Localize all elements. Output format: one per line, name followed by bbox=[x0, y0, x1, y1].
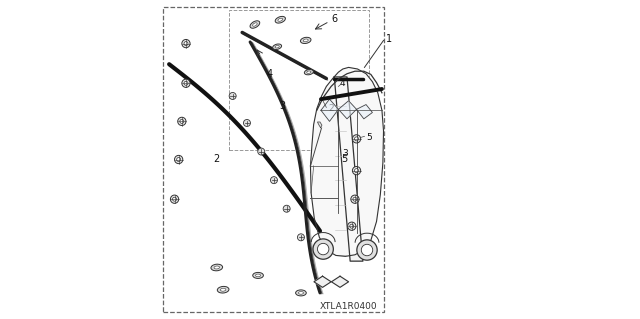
Text: 5: 5 bbox=[340, 154, 347, 165]
Ellipse shape bbox=[275, 16, 285, 23]
Text: 3: 3 bbox=[279, 100, 285, 110]
Circle shape bbox=[177, 158, 180, 161]
Polygon shape bbox=[334, 77, 363, 261]
Ellipse shape bbox=[250, 21, 260, 28]
Circle shape bbox=[175, 155, 183, 164]
Text: 2: 2 bbox=[328, 104, 333, 113]
Ellipse shape bbox=[305, 70, 314, 75]
Ellipse shape bbox=[298, 292, 303, 294]
Circle shape bbox=[178, 117, 186, 125]
Ellipse shape bbox=[307, 71, 311, 73]
Text: 4: 4 bbox=[266, 69, 272, 79]
Text: XTLA1R0400: XTLA1R0400 bbox=[320, 302, 378, 311]
Bar bbox=[230, 10, 369, 150]
Circle shape bbox=[243, 120, 250, 126]
Circle shape bbox=[298, 234, 305, 241]
Text: 1: 1 bbox=[386, 34, 392, 44]
Circle shape bbox=[313, 239, 333, 259]
Circle shape bbox=[180, 119, 184, 123]
Circle shape bbox=[351, 195, 359, 203]
Circle shape bbox=[283, 205, 290, 212]
Circle shape bbox=[258, 148, 265, 155]
Circle shape bbox=[182, 40, 190, 48]
Ellipse shape bbox=[303, 39, 308, 42]
Ellipse shape bbox=[300, 37, 311, 43]
Ellipse shape bbox=[218, 286, 229, 293]
Polygon shape bbox=[356, 105, 372, 119]
Ellipse shape bbox=[214, 266, 220, 269]
Text: 6: 6 bbox=[332, 14, 337, 24]
Circle shape bbox=[362, 244, 372, 256]
Polygon shape bbox=[317, 122, 322, 128]
Text: 4: 4 bbox=[340, 79, 346, 88]
Ellipse shape bbox=[273, 44, 282, 49]
Polygon shape bbox=[339, 101, 356, 119]
Circle shape bbox=[182, 79, 190, 87]
Ellipse shape bbox=[253, 23, 257, 26]
Ellipse shape bbox=[253, 272, 264, 278]
Circle shape bbox=[355, 137, 358, 141]
Ellipse shape bbox=[278, 18, 283, 21]
Circle shape bbox=[353, 135, 361, 143]
Circle shape bbox=[353, 167, 361, 175]
Circle shape bbox=[357, 240, 377, 260]
Ellipse shape bbox=[220, 288, 226, 291]
Polygon shape bbox=[321, 99, 339, 122]
Circle shape bbox=[317, 243, 329, 255]
Circle shape bbox=[348, 222, 356, 230]
Circle shape bbox=[173, 197, 177, 201]
Circle shape bbox=[170, 195, 179, 203]
Polygon shape bbox=[310, 67, 383, 256]
Circle shape bbox=[229, 93, 236, 100]
Polygon shape bbox=[314, 276, 331, 287]
Ellipse shape bbox=[275, 46, 279, 48]
Bar bbox=[163, 7, 383, 312]
Circle shape bbox=[271, 177, 278, 184]
Circle shape bbox=[184, 81, 188, 85]
Circle shape bbox=[353, 197, 357, 201]
Circle shape bbox=[184, 41, 188, 46]
Text: 2: 2 bbox=[214, 154, 220, 165]
Ellipse shape bbox=[255, 274, 260, 277]
Ellipse shape bbox=[211, 264, 223, 271]
Text: 3: 3 bbox=[342, 149, 348, 158]
Text: 5: 5 bbox=[366, 133, 372, 142]
Circle shape bbox=[355, 169, 358, 173]
Circle shape bbox=[350, 224, 354, 228]
Polygon shape bbox=[332, 276, 349, 287]
Ellipse shape bbox=[296, 290, 307, 296]
